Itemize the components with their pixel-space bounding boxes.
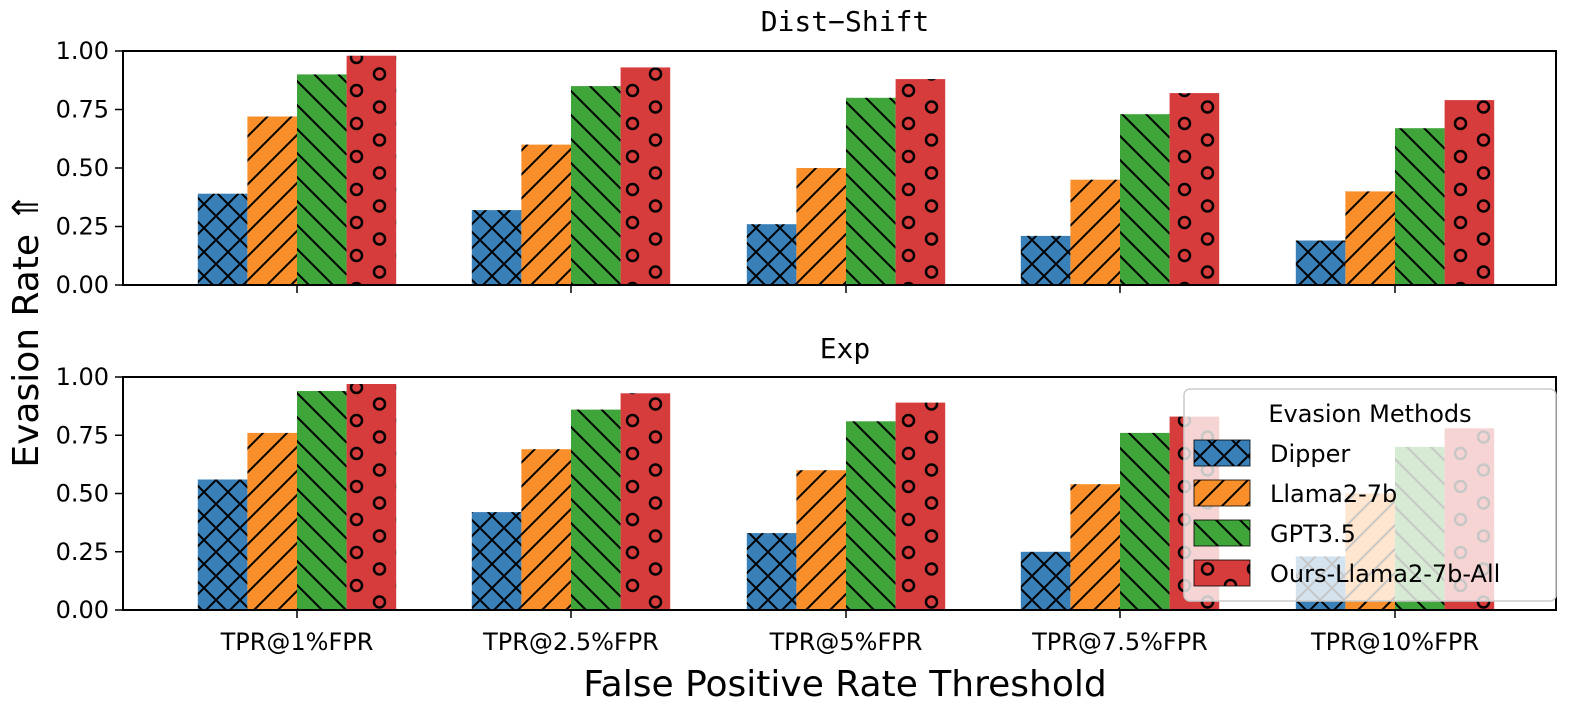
legend-label-dipper: Dipper [1270,440,1350,468]
y-tick-label: 1.00 [56,363,109,391]
bar-panel0-ours-llama2-7b-all-1 [620,67,671,286]
legend-label-gpt: GPT3.5 [1270,520,1356,548]
bar-panel0-dipper-2 [746,224,797,285]
legend-swatch-dipper [1193,439,1251,467]
bar-panel1-gpt3-5-3 [1120,432,1170,610]
x-tick-label: TPR@10%FPR [1310,628,1479,656]
legend-title: Evasion Methods [1268,400,1471,428]
y-tick-label: 0.75 [56,421,109,449]
legend-swatch-llama [1193,479,1251,507]
bar-panel0-gpt3-5-3 [1120,114,1170,285]
x-tick-label: TPR@1%FPR [220,628,374,656]
bar-panel1-dipper-0 [197,479,248,610]
bar-panel1-gpt3-5-2 [846,421,896,610]
x-tick-label: TPR@2.5%FPR [482,628,659,656]
x-axis-label: False Positive Rate Threshold [583,664,1106,705]
panel-title-top: Dist−Shift [761,5,930,38]
bar-panel1-gpt3-5-0 [297,391,347,610]
y-tick-label: 0.00 [56,596,109,624]
x-tick-label: TPR@5%FPR [769,628,923,656]
legend-swatch-ours [1193,559,1251,587]
y-tick-label: 0.00 [56,271,109,299]
bar-panel0-llama2-7b-2 [796,168,846,285]
legend-frame [1183,388,1557,602]
bar-panel0-llama2-7b-1 [521,144,571,285]
bar-panel0-dipper-1 [471,210,522,285]
bar-panel0-dipper-4 [1295,240,1346,285]
bar-panel1-dipper-2 [746,533,797,610]
bar-panel0-dipper-3 [1020,235,1071,285]
bar-panel0-llama2-7b-3 [1070,179,1120,285]
bar-panel0-ours-llama2-7b-all-3 [1169,93,1220,285]
bar-panel0-gpt3-5-1 [571,86,621,285]
bar-panel1-llama2-7b-3 [1070,484,1120,610]
bar-panel0-gpt3-5-2 [846,97,896,285]
bar-panel0-ours-llama2-7b-all-2 [895,79,946,285]
bar-panel0-llama2-7b-0 [247,116,297,285]
bar-panel1-llama2-7b-1 [521,449,571,610]
bar-panel0-ours-llama2-7b-all-4 [1444,100,1495,285]
bar-panel1-gpt3-5-1 [571,409,621,610]
bar-panel0-ours-llama2-7b-all-0 [346,55,397,286]
y-tick-label: 0.50 [56,154,109,182]
bar-panel1-llama2-7b-2 [796,470,846,610]
y-tick-label: 0.25 [56,213,109,241]
bar-panel1-dipper-3 [1020,551,1071,611]
bar-panel0-dipper-0 [197,193,248,285]
bar-panel1-ours-llama2-7b-all-2 [895,402,946,610]
y-axis-label: Evasion Rate ⇑ [6,192,47,467]
legend-swatch-gpt [1193,519,1251,547]
legend-label-ours: Ours-Llama2-7b-All [1270,560,1500,588]
bar-panel1-dipper-1 [471,512,522,610]
y-tick-label: 0.50 [56,480,109,508]
bar-panel1-ours-llama2-7b-all-0 [346,384,397,610]
bar-panel0-gpt3-5-0 [297,74,347,286]
y-tick-label: 0.25 [56,538,109,566]
legend-label-llama: Llama2-7b [1270,480,1397,508]
x-tick-label: TPR@7.5%FPR [1031,628,1208,656]
bar-panel1-llama2-7b-0 [247,432,297,610]
y-tick-label: 1.00 [56,37,109,65]
panel-title-bottom: Exp [820,332,871,365]
bar-panel0-gpt3-5-4 [1395,128,1445,285]
panel-dist-shift: 0.00 0.25 0.50 0.75 1.00 [56,37,1557,299]
bar-panel1-ours-llama2-7b-all-1 [620,393,671,610]
legend: Evasion Methods Dipper Llama2-7b GPT3.5 … [1183,388,1557,602]
bar-panel0-llama2-7b-4 [1345,191,1395,285]
y-tick-label: 0.75 [56,96,109,124]
